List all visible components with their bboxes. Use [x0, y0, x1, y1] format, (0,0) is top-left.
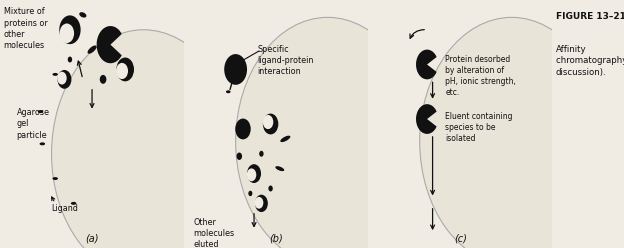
Circle shape	[263, 114, 278, 134]
Ellipse shape	[52, 73, 58, 76]
Text: Affinity
chromatography (see text for
discussion).: Affinity chromatography (see text for di…	[556, 45, 624, 77]
Circle shape	[100, 75, 107, 84]
Circle shape	[236, 17, 420, 248]
Circle shape	[268, 186, 273, 191]
Circle shape	[420, 17, 604, 248]
Circle shape	[246, 168, 256, 181]
Wedge shape	[97, 26, 122, 63]
Ellipse shape	[280, 136, 290, 142]
Circle shape	[59, 15, 80, 44]
Text: Ligand: Ligand	[52, 204, 79, 213]
Text: (a): (a)	[85, 233, 99, 243]
Circle shape	[255, 195, 268, 212]
Circle shape	[59, 24, 74, 43]
Circle shape	[247, 164, 261, 183]
Circle shape	[116, 58, 134, 81]
Ellipse shape	[87, 45, 97, 54]
Wedge shape	[416, 50, 437, 79]
Circle shape	[259, 151, 263, 157]
Circle shape	[236, 153, 242, 160]
Circle shape	[235, 119, 251, 139]
Ellipse shape	[37, 110, 43, 113]
Circle shape	[68, 57, 72, 62]
Text: Specific
ligand-protein
interaction: Specific ligand-protein interaction	[258, 45, 314, 76]
Text: Mixture of
proteins or
other
molecules: Mixture of proteins or other molecules	[4, 7, 47, 50]
Ellipse shape	[52, 177, 58, 180]
Circle shape	[57, 72, 67, 85]
Ellipse shape	[275, 166, 285, 171]
Text: Other
molecules
eluted: Other molecules eluted	[193, 218, 235, 248]
Circle shape	[57, 70, 71, 89]
Ellipse shape	[79, 12, 86, 18]
Text: Agarose
gel
particle: Agarose gel particle	[17, 108, 49, 140]
Text: Protein desorbed
by alteration of
pH, ionic strength,
etc.: Protein desorbed by alteration of pH, io…	[446, 55, 516, 97]
Circle shape	[116, 63, 128, 79]
Ellipse shape	[226, 90, 230, 93]
Text: (c): (c)	[454, 233, 467, 243]
Circle shape	[224, 54, 247, 85]
Ellipse shape	[39, 142, 45, 145]
Text: (b): (b)	[269, 233, 283, 243]
Circle shape	[52, 30, 236, 248]
Circle shape	[248, 191, 252, 196]
Text: FIGURE 13–21: FIGURE 13–21	[556, 12, 624, 21]
Circle shape	[255, 197, 263, 209]
Wedge shape	[416, 104, 437, 134]
Circle shape	[263, 115, 273, 129]
Ellipse shape	[71, 202, 76, 205]
Text: Eluent containing
species to be
isolated: Eluent containing species to be isolated	[446, 112, 513, 143]
